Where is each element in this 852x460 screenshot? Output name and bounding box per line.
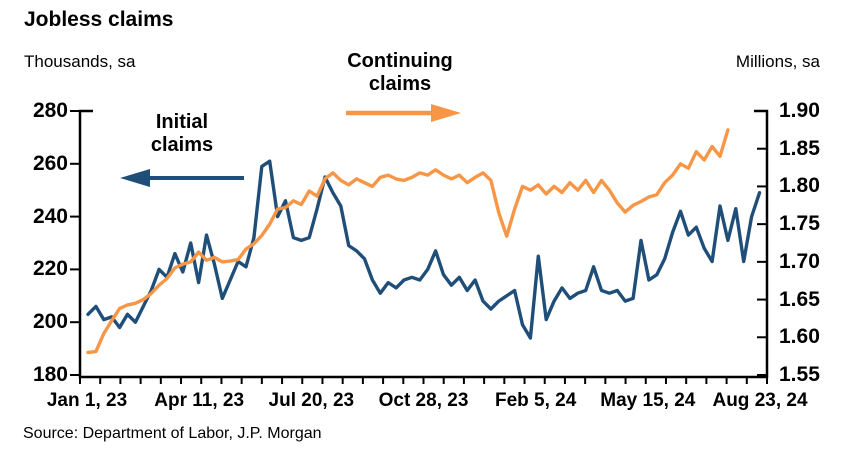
initial-claims-annotation-line2: claims	[150, 134, 214, 156]
continuing-claims-line	[86, 128, 730, 355]
left-axis-tick-label: 200	[32, 310, 68, 334]
continuing-claims-annotation-line2: claims	[368, 73, 432, 95]
x-axis-tick-label: Jan 1, 23	[46, 390, 128, 411]
left-axis-tick-label: 240	[32, 204, 68, 228]
right-axis-tick-label: 1.75	[779, 212, 820, 236]
initial-claims-line	[86, 159, 762, 340]
right-axis-tick-label: 1.90	[779, 99, 820, 122]
right-axis-tick-label: 1.60	[779, 325, 820, 349]
x-axis-tick-label: Aug 23, 24	[712, 390, 808, 411]
x-axis-tick-label: Oct 28, 23	[378, 390, 469, 411]
x-axis-tick-label: May 15, 24	[600, 390, 696, 411]
initial-claims-annotation: Initial claims	[118, 111, 246, 157]
x-axis-tick-label: Apr 11, 23	[154, 390, 245, 411]
chart-title: Jobless claims	[24, 8, 174, 31]
initial-claims-arrow-head	[120, 169, 150, 187]
left-axis-tick-label: 260	[32, 151, 68, 175]
right-axis-tick-label: 1.65	[779, 287, 820, 311]
source-note: Source: Department of Labor, J.P. Morgan	[23, 425, 322, 442]
right-axis-tick-label: 1.85	[779, 136, 820, 160]
right-axis-unit-label: Millions, sa	[735, 52, 820, 71]
right-axis-tick-label: 1.55	[779, 363, 820, 386]
right-axis-tick-label: 1.70	[779, 249, 820, 273]
continuing-claims-arrow-head	[431, 104, 461, 122]
left-axis-tick-label: 220	[32, 257, 68, 281]
left-axis-unit-label: Thousands, sa	[24, 52, 136, 71]
right-axis-tick-label: 1.80	[779, 174, 820, 198]
initial-claims-annotation-line1: Initial	[155, 111, 209, 133]
left-axis-tick-label: 180	[32, 363, 68, 386]
x-axis-tick-label: Feb 5, 24	[494, 390, 577, 411]
x-axis-tick-label: Jul 20, 23	[268, 390, 355, 411]
continuing-claims-annotation: Continuing claims	[334, 50, 466, 96]
continuing-claims-annotation-line1: Continuing	[347, 50, 453, 72]
left-axis-tick-label: 280	[32, 99, 68, 122]
